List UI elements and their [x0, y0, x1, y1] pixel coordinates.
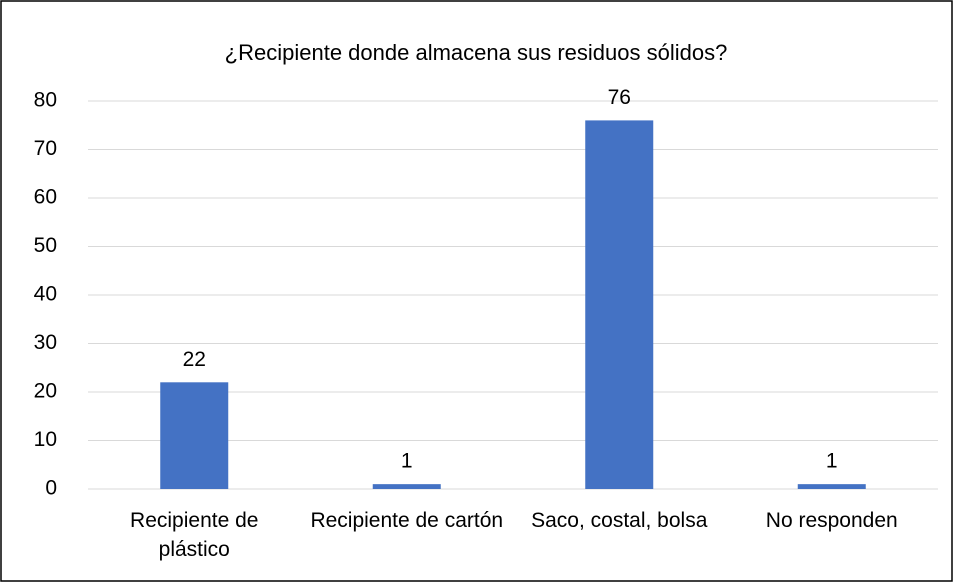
- y-tick-label: 10: [34, 428, 57, 451]
- y-tick-label: 0: [45, 477, 57, 500]
- y-tick-label: 40: [34, 283, 57, 306]
- bar: [372, 484, 441, 489]
- y-tick-label: 70: [34, 137, 57, 160]
- y-tick-label: 30: [34, 331, 57, 354]
- data-label: 22: [183, 348, 206, 371]
- y-tick-label: 50: [34, 234, 57, 257]
- x-tick-label: No responden: [765, 509, 898, 532]
- y-tick-label: 60: [34, 186, 57, 209]
- x-tick-label: Recipiente de cartón: [310, 509, 504, 532]
- data-label: 1: [826, 450, 838, 473]
- bar: [585, 120, 654, 490]
- bar: [160, 382, 229, 489]
- data-label: 1: [401, 450, 413, 473]
- x-tick-label: Recipiente de plástico: [130, 509, 259, 561]
- bar: [797, 484, 866, 489]
- chart-title: ¿Recipiente donde almacena sus residuos …: [225, 40, 728, 65]
- y-tick-label: 20: [34, 380, 57, 403]
- x-tick-label: Saco, costal, bolsa: [531, 509, 708, 532]
- data-label: 76: [608, 86, 631, 109]
- y-tick-label: 80: [34, 89, 57, 112]
